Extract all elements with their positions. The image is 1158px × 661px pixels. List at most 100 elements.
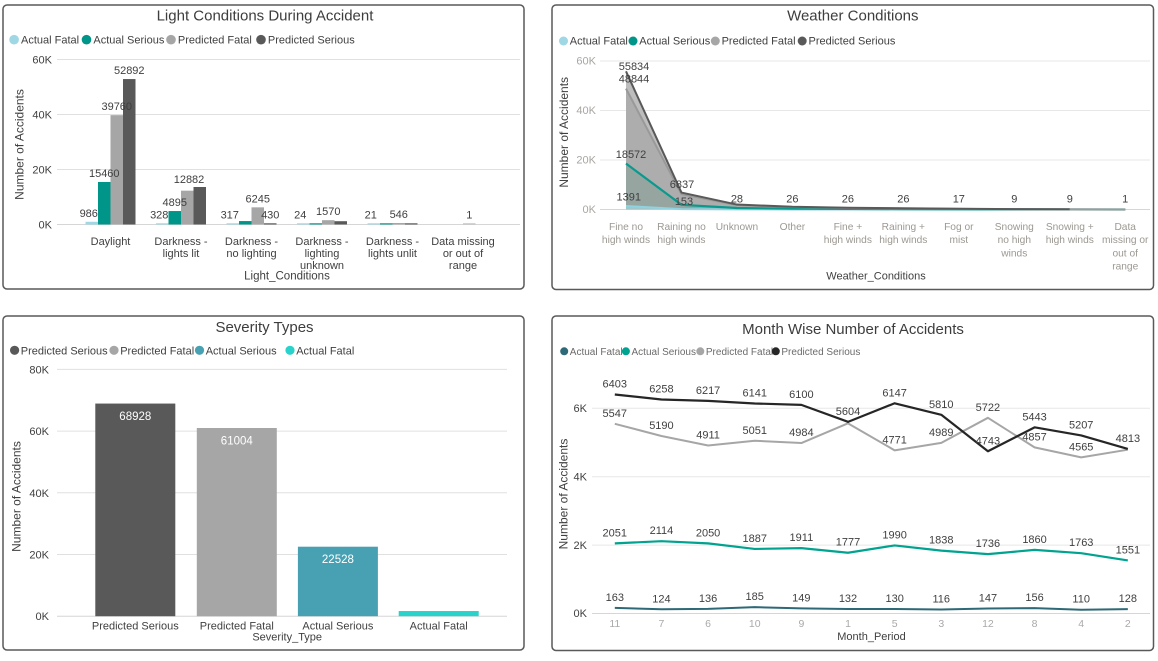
svg-text:no high: no high xyxy=(998,235,1031,246)
svg-text:high winds: high winds xyxy=(879,235,927,246)
svg-text:Actual Fatal: Actual Fatal xyxy=(570,35,628,47)
svg-text:lights lit: lights lit xyxy=(163,248,200,260)
svg-text:6147: 6147 xyxy=(882,387,906,399)
svg-text:lights unlit: lights unlit xyxy=(368,248,417,260)
svg-text:9: 9 xyxy=(798,618,804,630)
svg-text:4565: 4565 xyxy=(1069,441,1093,453)
svg-text:60K: 60K xyxy=(29,426,49,438)
svg-text:Predicted Fatal: Predicted Fatal xyxy=(200,621,274,633)
svg-text:153: 153 xyxy=(675,196,693,208)
svg-text:Predicted Serious: Predicted Serious xyxy=(92,621,179,633)
svg-text:39760: 39760 xyxy=(101,101,132,113)
svg-text:136: 136 xyxy=(699,593,717,605)
svg-text:unknown: unknown xyxy=(300,260,344,272)
svg-text:317: 317 xyxy=(221,209,239,221)
svg-text:130: 130 xyxy=(885,593,903,605)
svg-text:328: 328 xyxy=(150,209,168,221)
svg-text:15460: 15460 xyxy=(89,168,120,180)
svg-text:80K: 80K xyxy=(29,364,49,376)
svg-text:Month Wise Number of Accidents: Month Wise Number of Accidents xyxy=(742,321,964,338)
svg-text:6245: 6245 xyxy=(246,193,270,205)
svg-text:5810: 5810 xyxy=(929,399,953,411)
svg-text:6217: 6217 xyxy=(696,385,720,397)
svg-text:missing or: missing or xyxy=(1102,235,1149,246)
svg-text:lighting: lighting xyxy=(305,248,340,260)
svg-text:4984: 4984 xyxy=(789,427,813,439)
svg-text:Number of Accidents: Number of Accidents xyxy=(557,77,571,188)
svg-text:Predicted Serious: Predicted Serious xyxy=(809,35,896,47)
svg-text:1570: 1570 xyxy=(316,206,340,218)
svg-text:out of: out of xyxy=(1112,248,1138,259)
svg-text:5207: 5207 xyxy=(1069,419,1093,431)
svg-text:Snowing +: Snowing + xyxy=(1046,222,1094,233)
svg-text:116: 116 xyxy=(933,594,951,606)
svg-text:Number of Accidents: Number of Accidents xyxy=(12,89,26,200)
svg-text:9: 9 xyxy=(1067,193,1073,205)
svg-text:0K: 0K xyxy=(574,608,588,620)
svg-text:0K: 0K xyxy=(583,204,597,216)
svg-text:Weather_Conditions: Weather_Conditions xyxy=(826,270,926,282)
svg-text:156: 156 xyxy=(1025,592,1043,604)
svg-text:1: 1 xyxy=(1122,193,1128,205)
svg-text:1777: 1777 xyxy=(836,537,860,549)
svg-text:Data missing: Data missing xyxy=(431,236,495,248)
svg-text:26: 26 xyxy=(786,193,798,205)
svg-text:124: 124 xyxy=(652,593,670,605)
svg-text:60K: 60K xyxy=(576,55,596,67)
svg-text:high winds: high winds xyxy=(602,235,650,246)
svg-text:4857: 4857 xyxy=(1022,431,1046,443)
svg-text:132: 132 xyxy=(839,593,857,605)
svg-text:0K: 0K xyxy=(36,611,50,623)
svg-text:1736: 1736 xyxy=(976,538,1000,550)
svg-text:5722: 5722 xyxy=(976,402,1000,414)
svg-text:or out of: or out of xyxy=(443,248,484,260)
svg-text:Actual Serious: Actual Serious xyxy=(93,35,164,47)
svg-text:18572: 18572 xyxy=(616,149,647,161)
svg-text:Light Conditions During Accide: Light Conditions During Accident xyxy=(157,8,375,25)
svg-text:6141: 6141 xyxy=(742,387,766,399)
svg-text:Daylight: Daylight xyxy=(91,236,131,248)
svg-text:26: 26 xyxy=(897,193,909,205)
svg-text:high winds: high winds xyxy=(824,235,872,246)
svg-text:Data: Data xyxy=(1114,222,1136,233)
svg-text:4: 4 xyxy=(1078,618,1084,630)
svg-text:range: range xyxy=(449,260,477,272)
svg-text:Unknown: Unknown xyxy=(716,222,758,233)
svg-text:mist: mist xyxy=(949,235,968,246)
svg-text:11: 11 xyxy=(609,618,620,630)
svg-text:5051: 5051 xyxy=(742,425,766,437)
svg-text:6K: 6K xyxy=(574,403,588,415)
svg-text:1763: 1763 xyxy=(1069,537,1093,549)
svg-text:Predicted Fatal: Predicted Fatal xyxy=(722,35,796,47)
svg-text:Fine no: Fine no xyxy=(609,222,643,233)
svg-text:48844: 48844 xyxy=(619,74,650,86)
svg-text:40K: 40K xyxy=(29,488,49,500)
svg-text:Actual Serious: Actual Serious xyxy=(302,621,373,633)
svg-text:4743: 4743 xyxy=(976,435,1000,447)
svg-text:Predicted Fatal: Predicted Fatal xyxy=(178,35,252,47)
svg-text:1551: 1551 xyxy=(1116,544,1140,556)
svg-text:Number of Accidents: Number of Accidents xyxy=(10,441,24,552)
svg-text:128: 128 xyxy=(1119,593,1137,605)
svg-text:Number of Accidents: Number of Accidents xyxy=(557,439,571,550)
svg-text:60K: 60K xyxy=(32,55,52,67)
svg-text:5190: 5190 xyxy=(649,420,673,432)
svg-text:22528: 22528 xyxy=(322,554,354,566)
svg-text:12882: 12882 xyxy=(174,174,205,186)
svg-text:high winds: high winds xyxy=(1046,235,1094,246)
svg-text:3: 3 xyxy=(938,618,944,630)
svg-text:68928: 68928 xyxy=(119,411,151,423)
svg-text:Fine +: Fine + xyxy=(834,222,863,233)
svg-text:40K: 40K xyxy=(576,105,596,117)
svg-text:28: 28 xyxy=(731,193,743,205)
svg-text:430: 430 xyxy=(261,209,279,221)
svg-text:1990: 1990 xyxy=(882,529,906,541)
svg-text:1860: 1860 xyxy=(1022,534,1046,546)
svg-text:4813: 4813 xyxy=(1116,433,1140,445)
svg-text:9: 9 xyxy=(1011,193,1017,205)
svg-text:17: 17 xyxy=(953,193,965,205)
svg-text:6: 6 xyxy=(705,618,711,630)
svg-text:26: 26 xyxy=(842,193,854,205)
svg-text:Darkness -: Darkness - xyxy=(225,236,279,248)
svg-text:4911: 4911 xyxy=(696,430,720,442)
